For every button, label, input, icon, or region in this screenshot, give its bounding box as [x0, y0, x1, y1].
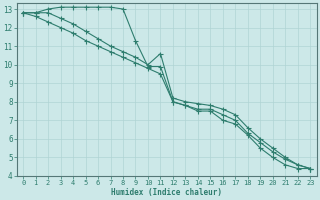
X-axis label: Humidex (Indice chaleur): Humidex (Indice chaleur) [111, 188, 222, 197]
